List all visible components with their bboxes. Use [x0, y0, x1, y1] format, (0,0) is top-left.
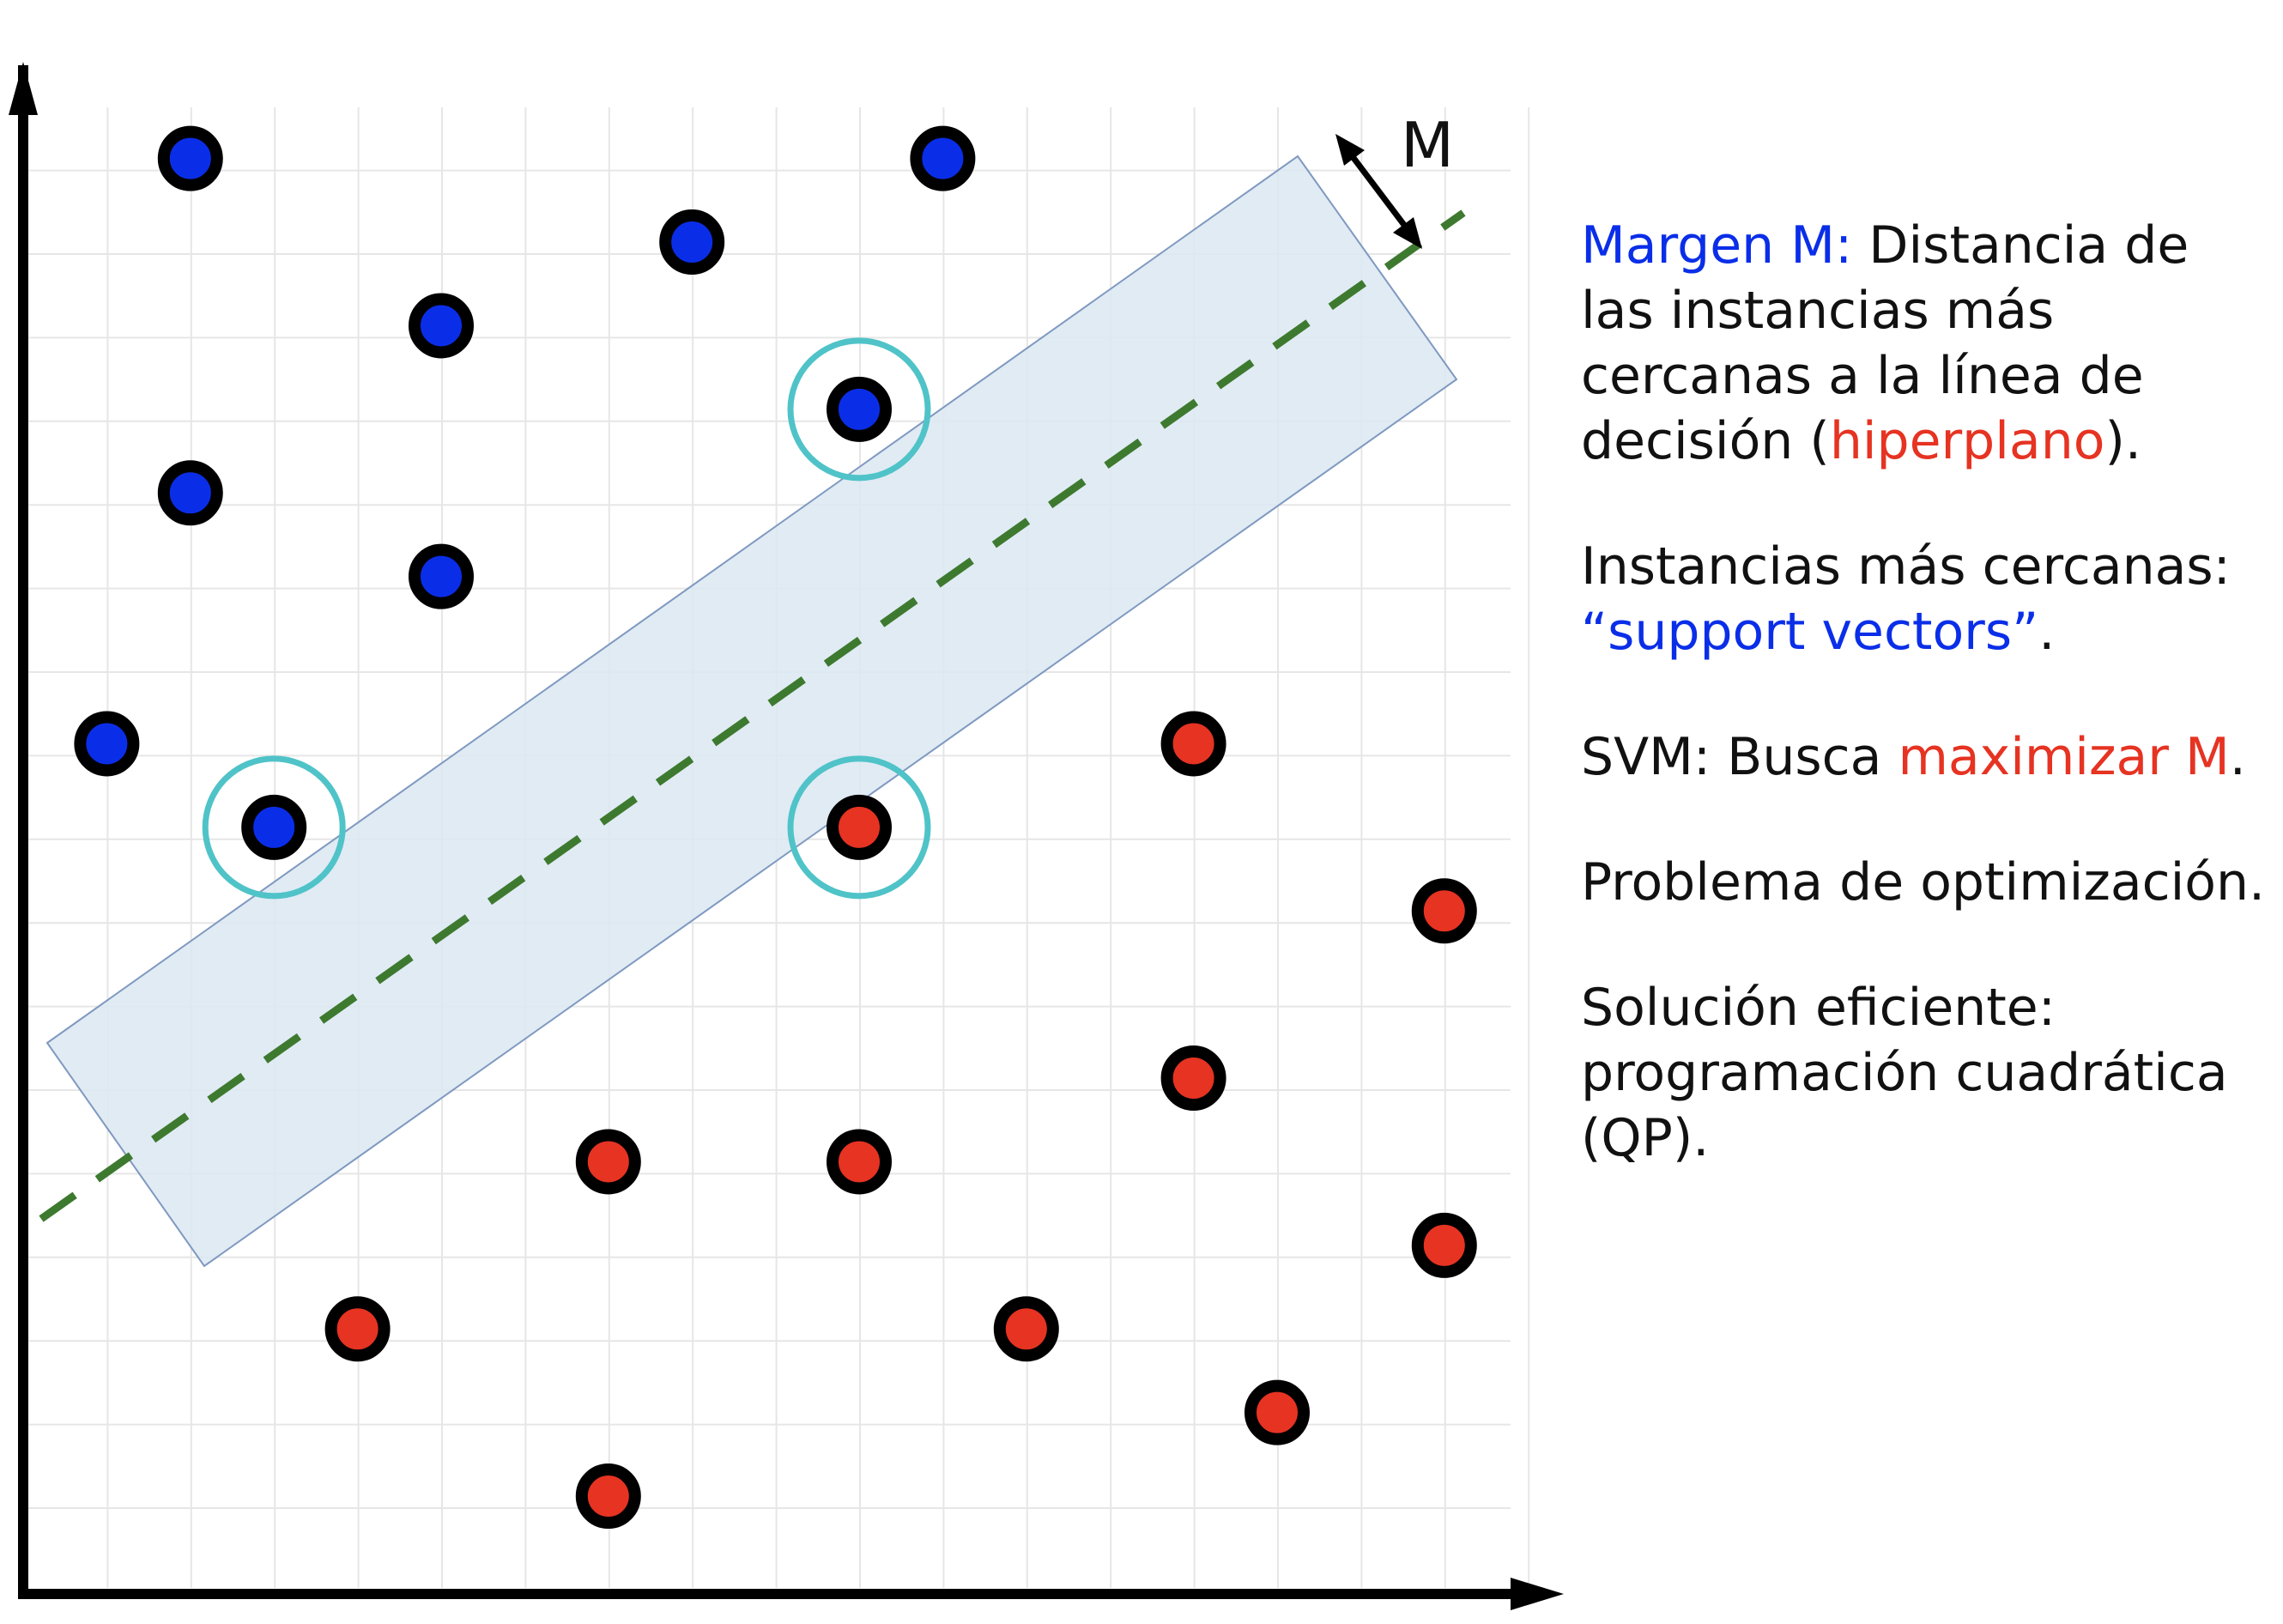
- blue-data-point: [157, 460, 223, 526]
- margin-definition-end: ).: [2104, 411, 2141, 471]
- red-data-point: [993, 1296, 1059, 1362]
- support-vector-ring: [787, 337, 931, 482]
- margin-indicator: M: [1335, 109, 1454, 249]
- explanation-panel: Margen M: Distancia de las instancias má…: [1581, 213, 2276, 1231]
- margin-arrowhead-bottom: [1393, 217, 1422, 249]
- blue-data-point: [409, 543, 474, 609]
- red-data-point: [1244, 1379, 1310, 1445]
- note-margin: Margen M: Distancia de las instancias má…: [1581, 213, 2276, 474]
- margin-band: [45, 155, 1458, 1268]
- axes: [9, 62, 1564, 1610]
- red-data-point: [324, 1296, 391, 1362]
- support-vector-ring: [787, 755, 931, 900]
- support-vector-ring: [202, 755, 346, 900]
- red-data-point: [827, 794, 892, 860]
- margin-label: M: [1401, 109, 1454, 181]
- svm-text-end: .: [2229, 727, 2246, 787]
- support-text: Instancias más cercanas:: [1581, 536, 2231, 597]
- solution-text: Solución eficiente: programación cuadrát…: [1581, 978, 2228, 1168]
- note-solution: Solución eficiente: programación cuadrát…: [1581, 975, 2276, 1171]
- blue-data-point: [74, 711, 140, 777]
- red-data-point: [827, 1129, 892, 1195]
- svm-text: SVM: Busca: [1581, 727, 1898, 787]
- blue-data-point: [409, 293, 474, 359]
- margin-arrowhead-top: [1335, 134, 1365, 166]
- optimization-text: Problema de optimización.: [1581, 852, 2266, 912]
- y-axis-arrow-icon: [9, 62, 38, 115]
- note-support-vectors: Instancias más cercanas: “support vector…: [1581, 534, 2276, 664]
- support-vectors-term: “support vectors”: [1581, 602, 2039, 662]
- hyperplane-term: hiperplano: [1829, 411, 2105, 471]
- red-data-point: [575, 1463, 641, 1530]
- note-svm: SVM: Busca maximizar M.: [1581, 724, 2276, 790]
- blue-data-point: [659, 209, 725, 276]
- maximize-term: maximizar M: [1898, 727, 2230, 787]
- margin-arrow-icon: [1341, 142, 1417, 241]
- red-data-point: [1411, 878, 1477, 944]
- blue-data-point: [157, 125, 223, 191]
- blue-data-point: [827, 376, 892, 442]
- blue-data-point: [241, 794, 307, 860]
- blue-data-point: [910, 125, 976, 191]
- margin-definition: Distancia de las instancias más cercanas…: [1581, 215, 2189, 471]
- data-points: [74, 125, 1477, 1530]
- red-data-point: [1411, 1212, 1477, 1278]
- red-data-point: [1160, 711, 1226, 777]
- x-axis-arrow-icon: [1511, 1578, 1564, 1610]
- note-optimization: Problema de optimización.: [1581, 850, 2276, 915]
- decision-hyperplane-line: [39, 209, 1466, 1222]
- svm-diagram: M: [9, 62, 1564, 1610]
- support-text-end: .: [2038, 602, 2056, 662]
- margin-term: Margen M:: [1581, 215, 1853, 276]
- support-vector-rings: [202, 337, 931, 900]
- red-data-point: [575, 1129, 641, 1195]
- red-data-point: [1160, 1045, 1226, 1112]
